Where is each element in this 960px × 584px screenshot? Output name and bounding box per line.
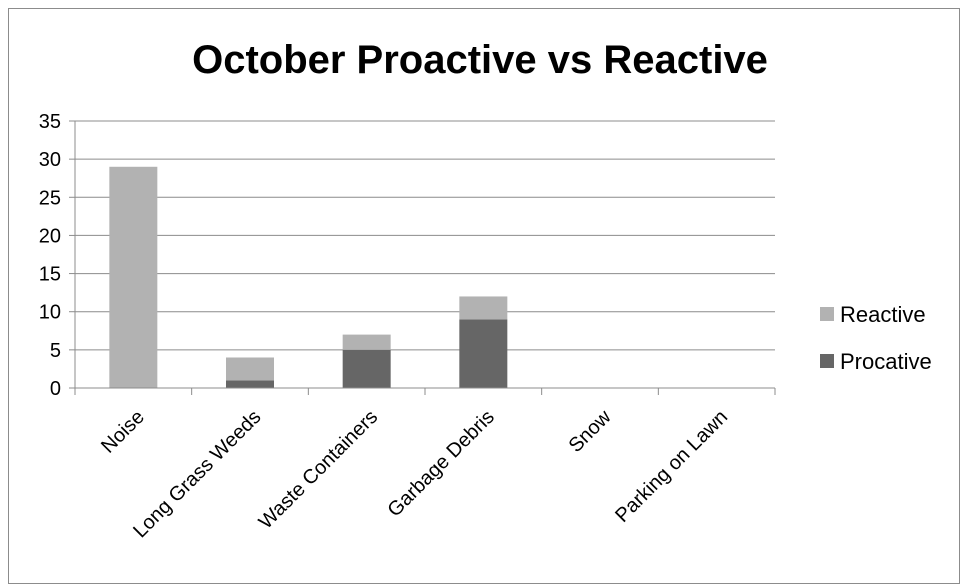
bars — [109, 166, 508, 388]
axes — [69, 120, 776, 395]
x-tick-label: Parking on Lawn — [611, 406, 732, 527]
y-tick-label: 10 — [39, 302, 61, 324]
gridlines — [75, 120, 775, 351]
y-tick-label: 20 — [39, 225, 61, 247]
legend-label: Procative — [840, 349, 932, 374]
x-tick-label: Snow — [565, 406, 616, 457]
y-tick-label: 15 — [39, 264, 61, 286]
bar-reactive — [342, 334, 391, 350]
bar-procative — [342, 349, 391, 388]
chart-title: October Proactive vs Reactive — [192, 38, 768, 82]
y-tick-label: 25 — [39, 187, 61, 209]
bar-procative — [226, 380, 274, 388]
x-tick-label: Garbage Debris — [383, 406, 498, 521]
y-tick-label: 0 — [50, 378, 61, 400]
bar-reactive — [226, 357, 274, 381]
y-tick-label: 5 — [50, 340, 61, 362]
legend-swatch — [820, 307, 834, 321]
y-tick-labels: 0 5 10 15 20 25 30 35 — [39, 111, 61, 400]
x-tick-label: Noise — [97, 406, 149, 458]
bar-reactive — [109, 166, 158, 388]
x-tick-label: Waste Containers — [255, 406, 382, 533]
legend-swatch — [820, 354, 834, 368]
bar-reactive — [459, 296, 508, 320]
y-tick-label: 30 — [39, 149, 61, 171]
bar-procative — [459, 319, 508, 388]
x-tick-label: Long Grass Weeds — [129, 406, 265, 542]
legend-label: Reactive — [840, 302, 926, 327]
chart-frame — [8, 8, 960, 584]
y-tick-label: 35 — [39, 111, 61, 133]
legend: Reactive Procative — [820, 302, 932, 374]
